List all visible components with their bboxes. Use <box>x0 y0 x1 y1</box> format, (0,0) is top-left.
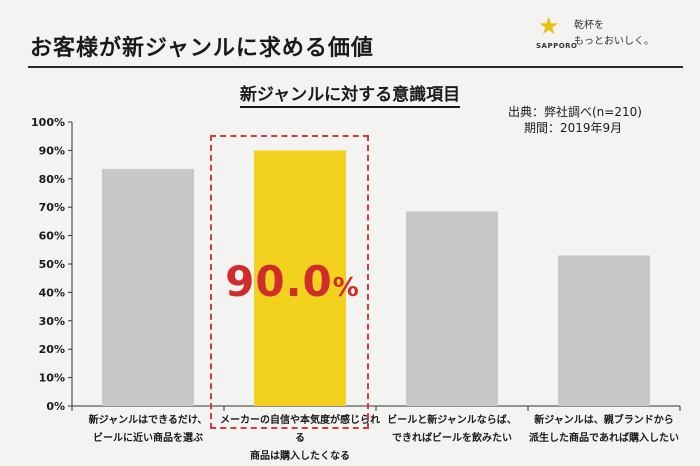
bar <box>102 168 194 406</box>
y-tick-label: 0% <box>46 400 65 413</box>
y-tick-label: 100% <box>31 116 65 129</box>
logo-brand-text: SAPPORO <box>536 42 578 50</box>
y-tick-label: 60% <box>39 230 65 243</box>
chart-title: 新ジャンルに対する意識項目 <box>239 85 461 108</box>
bar <box>558 255 650 406</box>
bar <box>254 150 346 406</box>
category-label: 新ジャンルはできるだけ、 ビールに近い商品を選ぶ <box>88 415 208 444</box>
bar <box>406 211 498 406</box>
highlight-value-number: 90.0 <box>225 257 333 306</box>
y-tick-label: 30% <box>39 315 65 328</box>
star-icon: ★ <box>538 12 560 40</box>
y-tick-label: 20% <box>39 343 65 356</box>
y-tick-label: 80% <box>39 173 65 186</box>
logo-tagline-1: 乾杯を <box>574 20 604 31</box>
y-tick-label: 90% <box>39 144 65 157</box>
y-tick-label: 40% <box>39 286 65 299</box>
highlight-value-unit: % <box>332 273 359 303</box>
category-label: 新ジャンルは、親ブランドから 派生した商品であれば購入したい <box>529 415 679 444</box>
category-label: ビールと新ジャンルならば、 できればビールを飲みたい <box>387 415 517 444</box>
y-tick-label: 50% <box>39 258 65 271</box>
source-note: 出典：弊社調べ(n=210) <box>508 105 642 119</box>
survey-period: 期間：2019年9月 <box>524 121 623 135</box>
title-underline <box>28 66 683 68</box>
brand-logo: ★ SAPPORO 乾杯を もっとおいしく。 <box>534 12 664 60</box>
highlight-value-label: 90.0% <box>214 257 370 306</box>
logo-tagline-2: もっとおいしく。 <box>574 36 654 47</box>
highlight-box <box>210 135 369 429</box>
y-tick-label: 10% <box>39 372 65 385</box>
y-tick-label: 70% <box>39 201 65 214</box>
page-title: お客様が新ジャンルに求める価値 <box>30 36 374 61</box>
